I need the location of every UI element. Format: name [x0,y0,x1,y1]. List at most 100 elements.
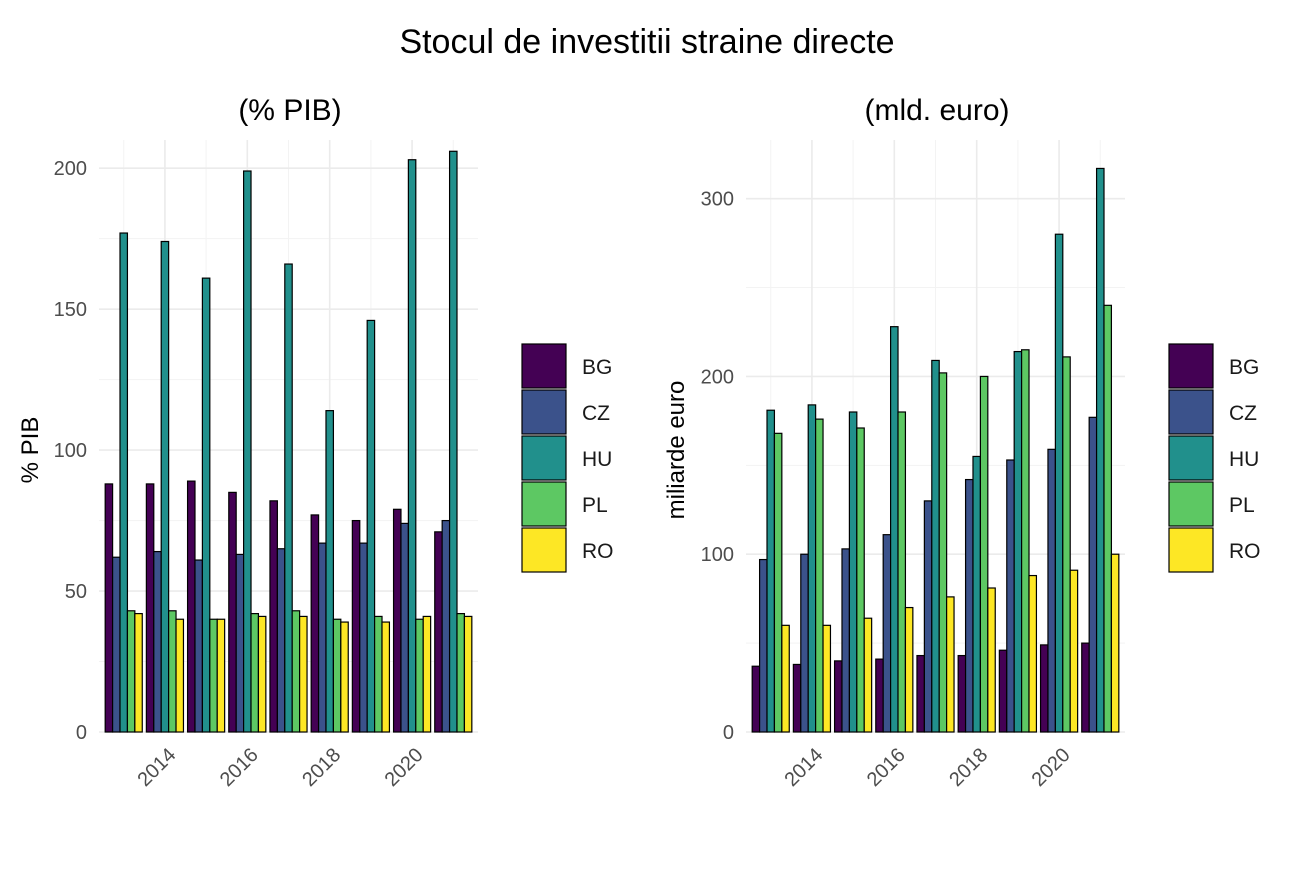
bar-pl-2021 [456,612,466,733]
y-tick-label: 200 [701,366,734,388]
bar-bg-2015 [833,660,843,733]
y-axis-title-pct-pib: % PIB [17,417,44,484]
legend-label-cz: CZ [1229,402,1257,425]
panel-pct-pib: (% PIB) % PIB 0 50 100 150 200 2014 2016 2018 2… [17,94,614,791]
bar-ro-2021 [463,615,473,733]
bar-pl-2013 [126,610,136,733]
bar-ro-2016 [257,615,267,733]
x-tick-label: 2014 [780,744,827,791]
legend-key-cz [521,389,567,435]
bar-pl-2017 [938,372,948,733]
bar-hu-2017 [931,359,940,733]
bar-cz-2014 [153,550,162,733]
y-tick-label: 200 [54,158,87,180]
legend-label-ro: RO [582,540,614,563]
bar-bg-2013 [751,665,761,733]
bar-bg-2017 [916,654,925,733]
x-ticks-mld-euro: 2014 2016 2018 2020 [780,744,1074,791]
bar-pl-2019 [374,615,383,733]
bar-cz-2016 [882,534,892,733]
panel-title-pct-pib: (% PIB) [238,94,341,127]
bar-ro-2013 [781,624,790,733]
bar-cz-2019 [1006,459,1015,733]
panel-mld-euro: (mld. euro) miliarde euro 0 100 200 300 201… [663,94,1261,791]
main-title: Stocul de investitii straine directe [399,23,894,61]
x-tick-label: 2018 [298,744,345,791]
bar-ro-2019 [381,621,391,733]
bar-cz-2013 [111,556,121,733]
y-tick-label: 0 [76,722,87,744]
bar-cz-2018 [317,542,327,733]
bar-hu-2020 [407,159,417,733]
bar-pl-2013 [773,432,783,733]
legend-label-bg: BG [582,356,612,379]
bar-bg-2016 [875,658,884,733]
bar-bg-2013 [104,483,114,733]
x-tick-label: 2018 [945,744,992,791]
bar-pl-2018 [332,618,342,733]
x-tick-label: 2014 [133,744,180,791]
bar-cz-2020 [400,522,409,733]
bar-bg-2018 [957,654,967,733]
bar-bg-2018 [310,514,320,733]
bar-ro-2020 [422,615,432,733]
legend-key-pl [1168,481,1214,527]
bar-cz-2014 [800,553,809,733]
bar-ro-2014 [175,618,185,733]
y-tick-label: 300 [701,189,734,211]
y-ticks-pct-pib: 0 50 100 150 200 [54,158,87,744]
bar-cz-2020 [1047,448,1056,733]
legend-key-ro [1168,527,1214,573]
y-tick-label: 100 [701,544,734,566]
legend-label-bg: BG [1229,356,1259,379]
legend-key-cz [1168,389,1214,435]
bar-hu-2021 [1095,167,1105,733]
bar-ro-2021 [1110,553,1120,733]
bar-bg-2020 [392,508,402,733]
bar-hu-2016 [889,326,899,733]
bar-cz-2016 [235,553,245,733]
bar-bg-2017 [269,500,278,733]
bar-bg-2019 [998,649,1008,733]
bar-pl-2014 [168,610,177,733]
bar-pl-2017 [291,610,301,733]
bar-ro-2018 [340,621,349,733]
x-tick-label: 2016 [216,744,263,791]
bar-cz-2018 [964,478,974,733]
bar-pl-2018 [979,375,989,733]
bar-cz-2015 [194,559,204,733]
bar-hu-2014 [160,240,170,733]
bar-pl-2021 [1103,304,1113,733]
bar-ro-2018 [987,587,996,733]
bar-hu-2016 [243,170,252,733]
bar-bg-2021 [1081,642,1090,733]
bar-hu-2020 [1054,233,1064,733]
legend-key-bg [1168,343,1214,389]
legend-key-hu [521,435,567,481]
bar-hu-2018 [325,410,335,733]
legend-label-pl: PL [582,494,608,517]
y-tick-label: 100 [54,440,87,462]
bar-hu-2014 [807,404,817,733]
x-tick-label: 2020 [381,744,428,791]
y-axis-title-mld-euro: miliarde euro [663,381,690,520]
bar-bg-2014 [145,483,155,733]
y-tick-label: 50 [65,581,87,603]
legend-key-ro [521,527,567,573]
bar-pl-2020 [1062,356,1071,733]
legend-label-pl: PL [1229,494,1255,517]
bar-pl-2016 [250,612,260,733]
y-tick-label: 150 [54,299,87,321]
bars-pct-pib [104,150,473,733]
bar-bg-2014 [792,663,802,733]
bar-hu-2017 [284,263,293,733]
legend-key-bg [521,343,567,389]
y-tick-label: 0 [723,722,734,744]
bar-cz-2021 [441,519,451,733]
bar-hu-2021 [448,150,458,733]
bar-bg-2021 [434,531,443,733]
x-tick-label: 2020 [1028,744,1075,791]
bar-ro-2013 [134,612,143,733]
bar-ro-2015 [863,617,873,733]
